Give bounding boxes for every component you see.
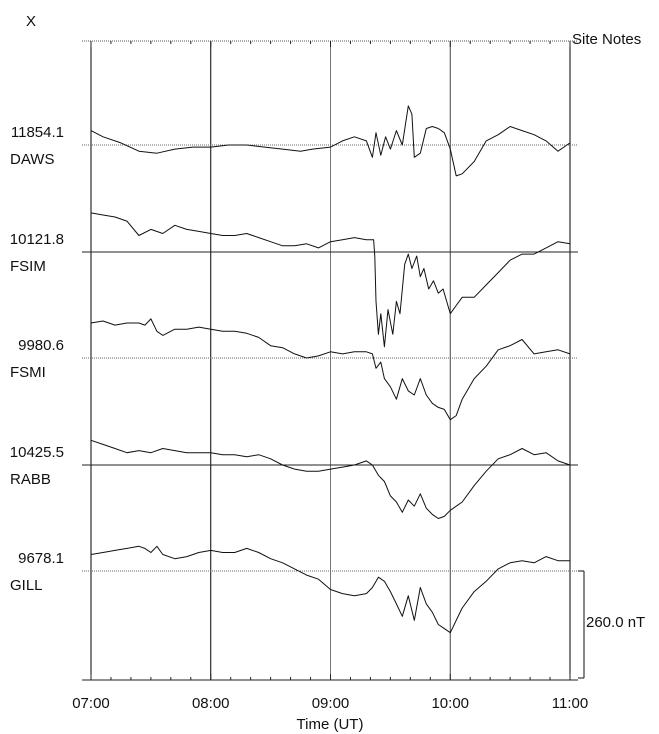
hour-gridlines	[90, 41, 571, 680]
baseline-value-RABB: 10425.5	[10, 444, 64, 461]
trace-GILL	[90, 545, 570, 634]
station-name-FSMI: FSMI	[10, 364, 46, 381]
x-tick-label-08:00: 08:00	[192, 695, 230, 712]
trace-FSIM	[90, 212, 571, 348]
x-tick-label-11:00: 11:00	[552, 695, 588, 712]
baseline-value-GILL: 9678.1	[18, 550, 64, 567]
scale-bar-label: 260.0 nT	[586, 614, 645, 631]
station-name-GILL: GILL	[10, 577, 43, 594]
x-tick-label-09:00: 09:00	[312, 695, 350, 712]
baseline-value-FSMI: 9980.6	[18, 337, 64, 354]
baseline-value-DAWS: 11854.1	[11, 124, 64, 141]
station-name-RABB: RABB	[10, 471, 51, 488]
x-axis-ticks: 07:00 08:00 09:00 10:00 11:00	[72, 41, 588, 712]
station-baselines	[82, 144, 578, 572]
site-notes-label: Site Notes	[572, 31, 641, 48]
component-label: X	[26, 13, 36, 30]
station-labels: 11854.1 DAWS 10121.8 FSIM 9980.6 FSMI 10425.5 R…	[10, 124, 64, 594]
station-name-DAWS: DAWS	[10, 151, 54, 168]
baseline-value-FSIM: 10121.8	[10, 231, 64, 248]
station-name-FSIM: FSIM	[10, 258, 46, 275]
trace-DAWS	[90, 105, 571, 177]
trace-FSMI	[90, 318, 571, 421]
scale-bar: 260.0 nT	[578, 570, 645, 679]
x-tick-label-07:00: 07:00	[72, 695, 110, 712]
trace-RABB	[90, 439, 571, 519]
x-tick-label-10:00: 10:00	[431, 695, 469, 712]
x-axis-label: Time (UT)	[297, 716, 364, 733]
station-traces	[90, 105, 571, 634]
